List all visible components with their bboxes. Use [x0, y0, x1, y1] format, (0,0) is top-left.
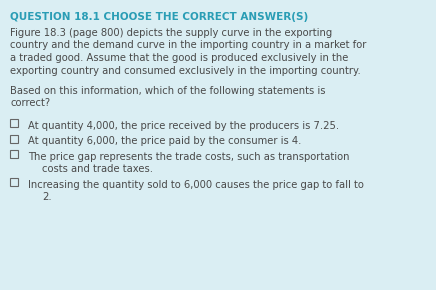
Text: correct?: correct? — [10, 99, 50, 108]
Text: Increasing the quantity sold to 6,000 causes the price gap to fall to: Increasing the quantity sold to 6,000 ca… — [28, 180, 364, 190]
Bar — [10, 178, 18, 186]
Text: costs and trade taxes.: costs and trade taxes. — [42, 164, 153, 175]
Text: Figure 18.3 (page 800) depicts the supply curve in the exporting: Figure 18.3 (page 800) depicts the suppl… — [10, 28, 332, 38]
Text: Based on this information, which of the following statements is: Based on this information, which of the … — [10, 86, 326, 96]
Text: At quantity 4,000, the price received by the producers is 7.25.: At quantity 4,000, the price received by… — [28, 121, 339, 131]
Text: At quantity 6,000, the price paid by the consumer is 4.: At quantity 6,000, the price paid by the… — [28, 137, 301, 146]
Text: The price gap represents the trade costs, such as transportation: The price gap represents the trade costs… — [28, 152, 350, 162]
Bar — [10, 150, 18, 158]
Text: 2.: 2. — [42, 193, 51, 202]
Bar — [10, 135, 18, 142]
Text: country and the demand curve in the importing country in a market for: country and the demand curve in the impo… — [10, 41, 366, 50]
Text: a traded good. Assume that the good is produced exclusively in the: a traded good. Assume that the good is p… — [10, 53, 348, 63]
Text: exporting country and consumed exclusively in the importing country.: exporting country and consumed exclusive… — [10, 66, 361, 75]
Text: QUESTION 18.1 CHOOSE THE CORRECT ANSWER(S): QUESTION 18.1 CHOOSE THE CORRECT ANSWER(… — [10, 12, 308, 22]
Bar — [10, 119, 18, 127]
